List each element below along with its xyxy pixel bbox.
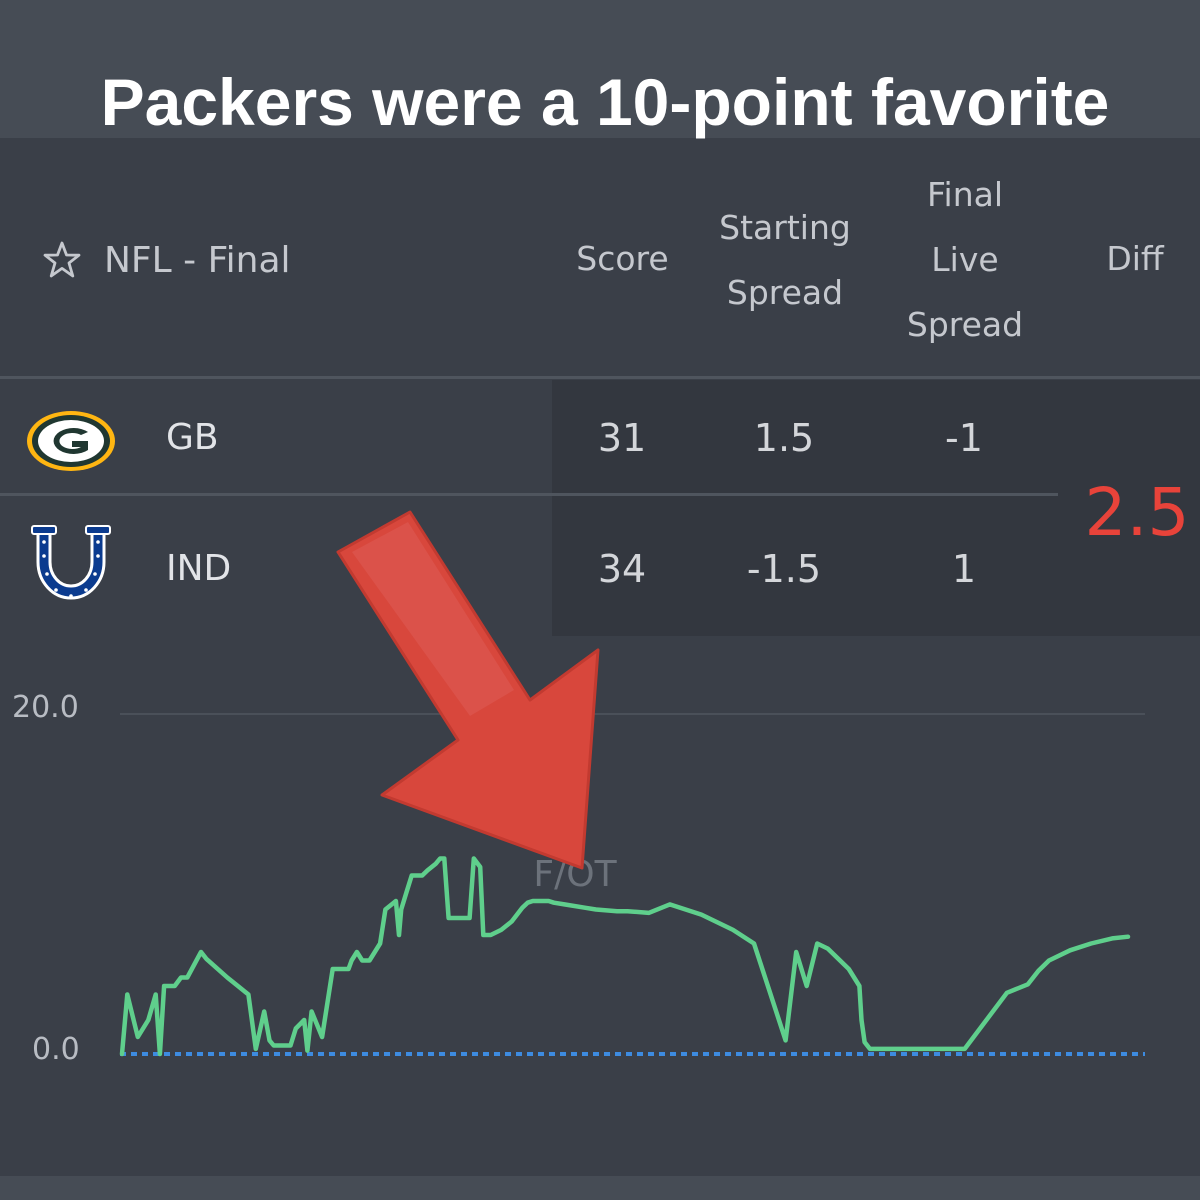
score-column-header: Score [576,239,669,278]
title-bar [0,0,1200,138]
star-icon[interactable] [42,240,82,280]
down-right-arrow-icon [336,510,600,870]
score-cell: 31 [597,416,647,460]
row-divider [0,493,1058,496]
team-abbr: GB [166,417,219,458]
final-live-spread-column-header: Final Live Spread [906,175,1024,344]
header-divider [0,376,1200,379]
league-header: NFL - Final [42,236,291,284]
starting-spread-cell: 1.5 [753,416,815,460]
starting-spread-cell: -1.5 [746,547,822,591]
diff-column-header: Diff [1106,239,1164,278]
team-abbr: IND [166,548,232,589]
starting-spread-column-header: Starting Spread [719,208,851,312]
bottom-strip [0,1176,1200,1200]
diff-value: 2.5 [1084,474,1190,551]
y-tick-label: 0.0 [32,1032,80,1067]
series-line [119,856,1131,1057]
final-live-spread-cell: 1 [951,547,977,591]
odds-table-background [552,380,1200,636]
y-tick-label: 20.0 [12,690,79,725]
final-live-spread-cell: -1 [945,416,983,460]
colts-horseshoe-logo-icon [31,525,111,600]
score-cell: 34 [597,547,647,591]
arrow-annotation [336,510,600,870]
league-label: NFL - Final [104,239,291,281]
packers-g-logo-icon [27,411,115,471]
page-title: Packers were a 10-point favorite [100,65,1110,139]
